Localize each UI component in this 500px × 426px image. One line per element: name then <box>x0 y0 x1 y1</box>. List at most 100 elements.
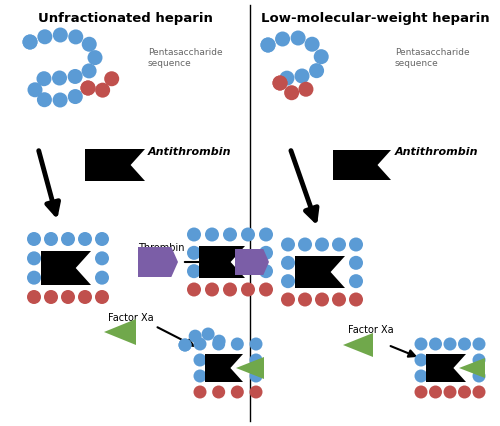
Circle shape <box>259 227 273 242</box>
Circle shape <box>36 71 52 86</box>
Circle shape <box>205 227 219 242</box>
Circle shape <box>212 335 226 348</box>
Circle shape <box>259 264 273 278</box>
Circle shape <box>444 337 456 351</box>
Circle shape <box>241 227 255 242</box>
Polygon shape <box>104 319 136 345</box>
Circle shape <box>272 75 287 90</box>
Circle shape <box>52 70 67 86</box>
Circle shape <box>281 238 295 251</box>
Circle shape <box>187 282 201 296</box>
Circle shape <box>212 337 225 351</box>
Text: Factor Xa: Factor Xa <box>108 313 154 323</box>
Circle shape <box>53 28 68 43</box>
Text: Antithrombin: Antithrombin <box>395 147 478 157</box>
Circle shape <box>27 271 41 285</box>
Circle shape <box>241 282 255 296</box>
Circle shape <box>37 92 52 107</box>
Circle shape <box>212 386 225 398</box>
Circle shape <box>298 293 312 306</box>
Circle shape <box>68 69 82 84</box>
Circle shape <box>205 282 219 296</box>
Circle shape <box>294 69 310 83</box>
Circle shape <box>187 227 201 242</box>
Circle shape <box>78 232 92 246</box>
Polygon shape <box>41 251 91 285</box>
Circle shape <box>349 293 363 306</box>
Circle shape <box>281 293 295 306</box>
Circle shape <box>95 83 110 98</box>
Circle shape <box>414 386 428 398</box>
Circle shape <box>290 31 306 46</box>
Circle shape <box>202 328 214 340</box>
Text: Low-molecular-weight heparin: Low-molecular-weight heparin <box>260 12 490 25</box>
Circle shape <box>259 246 273 260</box>
Text: Unfractionated heparin: Unfractionated heparin <box>38 12 212 25</box>
Circle shape <box>27 232 41 246</box>
Polygon shape <box>138 247 178 277</box>
Circle shape <box>298 238 312 251</box>
Circle shape <box>444 386 456 398</box>
Circle shape <box>250 386 262 398</box>
Circle shape <box>414 369 428 383</box>
Polygon shape <box>295 256 345 288</box>
Circle shape <box>80 81 96 95</box>
Circle shape <box>68 89 83 104</box>
Circle shape <box>414 337 428 351</box>
Circle shape <box>104 71 119 86</box>
Text: Antithrombin: Antithrombin <box>148 147 232 157</box>
Circle shape <box>472 354 486 366</box>
Circle shape <box>194 354 206 366</box>
Circle shape <box>178 339 192 351</box>
Polygon shape <box>235 249 269 275</box>
Circle shape <box>28 82 42 97</box>
Circle shape <box>61 232 75 246</box>
Circle shape <box>27 251 41 265</box>
Circle shape <box>187 264 201 278</box>
Circle shape <box>250 337 262 351</box>
Circle shape <box>223 227 237 242</box>
Circle shape <box>44 290 58 304</box>
Circle shape <box>61 290 75 304</box>
Circle shape <box>349 274 363 288</box>
Circle shape <box>315 238 329 251</box>
Circle shape <box>178 339 192 351</box>
Circle shape <box>349 256 363 270</box>
Polygon shape <box>236 357 264 379</box>
Circle shape <box>82 63 96 78</box>
Circle shape <box>22 35 38 49</box>
Circle shape <box>429 337 442 351</box>
Circle shape <box>187 246 201 260</box>
Polygon shape <box>333 150 391 180</box>
Circle shape <box>78 290 92 304</box>
Polygon shape <box>199 246 245 278</box>
Polygon shape <box>85 149 145 181</box>
Circle shape <box>231 386 244 398</box>
Circle shape <box>95 251 109 265</box>
Polygon shape <box>205 354 243 382</box>
Polygon shape <box>343 333 373 357</box>
Circle shape <box>223 282 237 296</box>
Circle shape <box>332 238 346 251</box>
Circle shape <box>88 50 102 65</box>
Circle shape <box>52 92 68 107</box>
Circle shape <box>95 290 109 304</box>
Circle shape <box>259 282 273 296</box>
Circle shape <box>275 32 290 46</box>
Text: Thrombin: Thrombin <box>138 243 184 253</box>
Circle shape <box>304 37 320 52</box>
Circle shape <box>349 238 363 251</box>
Circle shape <box>80 81 96 95</box>
Circle shape <box>22 35 38 49</box>
Circle shape <box>429 386 442 398</box>
Circle shape <box>458 386 471 398</box>
Circle shape <box>231 337 244 351</box>
Circle shape <box>472 369 486 383</box>
Circle shape <box>194 337 206 351</box>
Circle shape <box>314 49 328 64</box>
Polygon shape <box>426 354 466 382</box>
Circle shape <box>309 63 324 78</box>
Circle shape <box>260 37 276 52</box>
Circle shape <box>68 29 83 44</box>
Circle shape <box>95 232 109 246</box>
